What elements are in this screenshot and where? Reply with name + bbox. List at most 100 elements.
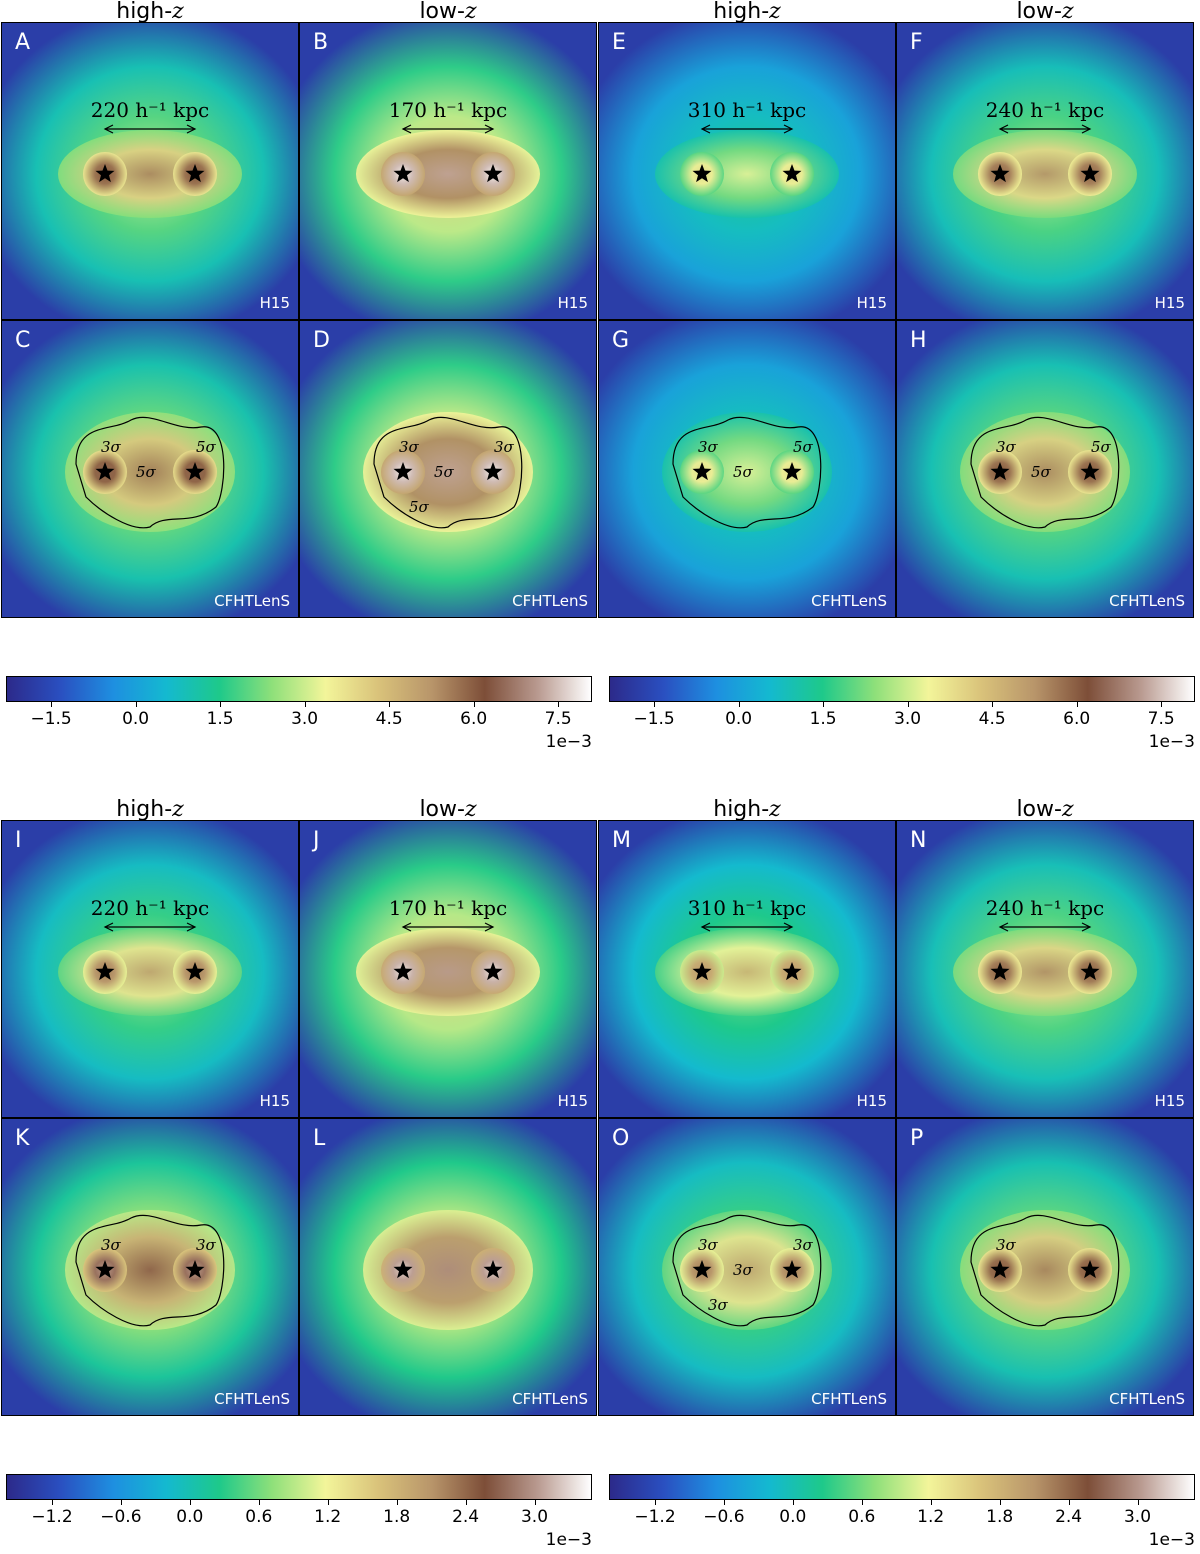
colorbar-tick-label: −1.2 bbox=[31, 1507, 73, 1527]
colorbar-tick-label: 0.0 bbox=[725, 709, 753, 729]
panel-letter: A bbox=[15, 30, 31, 55]
galaxy-star-icon bbox=[990, 164, 1010, 183]
column-title-high-z: high-z bbox=[1, 798, 299, 822]
colorbar-tick-label: 0.0 bbox=[122, 709, 150, 729]
panel-source-label: H15 bbox=[557, 294, 588, 312]
panel-letter: N bbox=[910, 828, 927, 853]
colorbar-tick bbox=[655, 1500, 656, 1505]
arrow-head bbox=[186, 124, 197, 134]
sigma-contour bbox=[970, 1214, 1120, 1327]
colorbar-tick bbox=[220, 702, 222, 707]
heatmap-H: 3σ 5σ 5σ bbox=[896, 320, 1194, 618]
bridge-region bbox=[356, 928, 540, 1016]
colorbar-tick-label: −0.6 bbox=[100, 1507, 142, 1527]
bridge-region bbox=[356, 130, 540, 218]
galaxy-star-icon bbox=[393, 462, 413, 481]
galaxy-star-icon bbox=[393, 962, 413, 981]
heatmap-M: 310 h⁻¹ kpc bbox=[598, 820, 896, 1118]
separation-label: 220 h⁻¹ kpc bbox=[91, 896, 209, 920]
panel-letter: D bbox=[313, 328, 330, 353]
arrow-head bbox=[103, 124, 114, 134]
panel-letter: E bbox=[612, 30, 626, 55]
heatmap-N: 240 h⁻¹ kpc bbox=[896, 820, 1194, 1118]
galaxy-star-icon bbox=[95, 164, 115, 183]
bridge-region bbox=[960, 1210, 1130, 1330]
contour-label: 3σ bbox=[996, 1236, 1017, 1254]
sigma-contour bbox=[970, 416, 1120, 529]
contour-label: 3σ bbox=[698, 1236, 719, 1254]
panel-source-label: CFHTLenS bbox=[1109, 1390, 1185, 1408]
contour-label: 3σ bbox=[996, 438, 1017, 456]
colorbar-tick bbox=[654, 702, 656, 707]
panel-E: 310 h⁻¹ kpc E H15 bbox=[598, 22, 896, 320]
galaxy-star-icon bbox=[483, 962, 503, 981]
colorbar-tick bbox=[723, 1500, 725, 1505]
contour-label: 5σ bbox=[1091, 438, 1112, 456]
panel-G: 3σ 5σ 5σ G CFHTLenS bbox=[598, 320, 896, 618]
panel-letter: B bbox=[313, 30, 329, 55]
heatmap-A: 220 h⁻¹ kpc bbox=[1, 22, 299, 320]
colorbar-tick-label: −1.2 bbox=[634, 1507, 676, 1527]
heatmap-E: 310 h⁻¹ kpc bbox=[598, 22, 896, 320]
contour-label: 3σ bbox=[101, 1236, 122, 1254]
column-title-high-z: high-z bbox=[598, 0, 896, 24]
bridge-region bbox=[655, 130, 839, 218]
panel-A: 220 h⁻¹ kpc A H15 bbox=[1, 22, 299, 320]
panel-letter: O bbox=[612, 1126, 630, 1151]
panel-O: 3σ 3σ 3σ 3σ O CFHTLenS bbox=[598, 1118, 896, 1416]
colorbar-tick bbox=[999, 1500, 1001, 1505]
galaxy-star-icon bbox=[1080, 462, 1100, 481]
contour-label: 5σ bbox=[434, 463, 455, 481]
bridge-region bbox=[363, 412, 533, 532]
galaxy-star-icon bbox=[990, 462, 1010, 481]
bridge-region bbox=[960, 412, 1130, 532]
galaxy-star-icon bbox=[692, 164, 712, 183]
colorbar-tick bbox=[327, 1500, 329, 1505]
colorbar-tick bbox=[396, 1500, 398, 1505]
arrow-head bbox=[1081, 922, 1092, 932]
bridge-region bbox=[655, 928, 839, 1016]
panel-H: 3σ 5σ 5σ H CFHTLenS bbox=[896, 320, 1194, 618]
separation-label: 310 h⁻¹ kpc bbox=[688, 896, 806, 920]
galaxy-star-icon bbox=[782, 164, 802, 183]
colorbar-tick-label: 0.0 bbox=[779, 1507, 807, 1527]
galaxy-star-icon bbox=[1080, 1260, 1100, 1279]
colorbar-tick bbox=[534, 1500, 536, 1505]
colorbar-tick-label: 3.0 bbox=[520, 1507, 549, 1527]
heatmap-B: 170 h⁻¹ kpc bbox=[299, 22, 597, 320]
heatmap-F: 240 h⁻¹ kpc bbox=[896, 22, 1194, 320]
panel-N: 240 h⁻¹ kpc N H15 bbox=[896, 820, 1194, 1118]
panel-letter: K bbox=[15, 1126, 30, 1151]
colorbar-tick-label: 0.6 bbox=[245, 1507, 273, 1527]
bridge-region bbox=[953, 130, 1137, 218]
galaxy-star-icon bbox=[95, 962, 115, 981]
bridge-region bbox=[953, 928, 1137, 1016]
panel-letter: C bbox=[15, 328, 31, 353]
colorbar-tick bbox=[258, 1500, 260, 1505]
colorbar-tick bbox=[1076, 702, 1078, 707]
colorbar-tick bbox=[992, 702, 994, 707]
bridge-region bbox=[58, 928, 242, 1016]
heatmap-J: 170 h⁻¹ kpc bbox=[299, 820, 597, 1118]
colorbar: −1.5 0.0 1.5 3.0 4.5 6.0 7.5 1e−3 bbox=[609, 676, 1195, 756]
arrow-head bbox=[700, 922, 711, 932]
panel-B: 170 h⁻¹ kpc B H15 bbox=[299, 22, 597, 320]
arrow-head bbox=[1081, 124, 1092, 134]
bridge-region bbox=[65, 412, 235, 532]
bridge-region bbox=[363, 1210, 533, 1330]
panel-letter: J bbox=[313, 828, 320, 853]
column-title-high-z: high-z bbox=[598, 798, 896, 822]
galaxy-star-icon bbox=[692, 462, 712, 481]
sigma-contour bbox=[373, 416, 523, 529]
colorbar: −1.2 −0.6 0.0 0.6 1.2 1.8 2.4 3.0 1e−3 bbox=[609, 1474, 1195, 1554]
contour-label: 5σ bbox=[196, 438, 217, 456]
colorbar: −1.5 0.0 1.5 3.0 4.5 6.0 7.5 1e−3 bbox=[6, 676, 592, 756]
galaxy-star-icon bbox=[692, 1260, 712, 1279]
arrow-head bbox=[700, 124, 711, 134]
colorbar-offset-label: 1e−3 bbox=[1148, 1530, 1195, 1550]
heatmap-L bbox=[299, 1118, 597, 1416]
galaxy-star-icon bbox=[95, 1260, 115, 1279]
colorbar-tick bbox=[558, 702, 560, 707]
colorbar-tick bbox=[304, 702, 306, 707]
